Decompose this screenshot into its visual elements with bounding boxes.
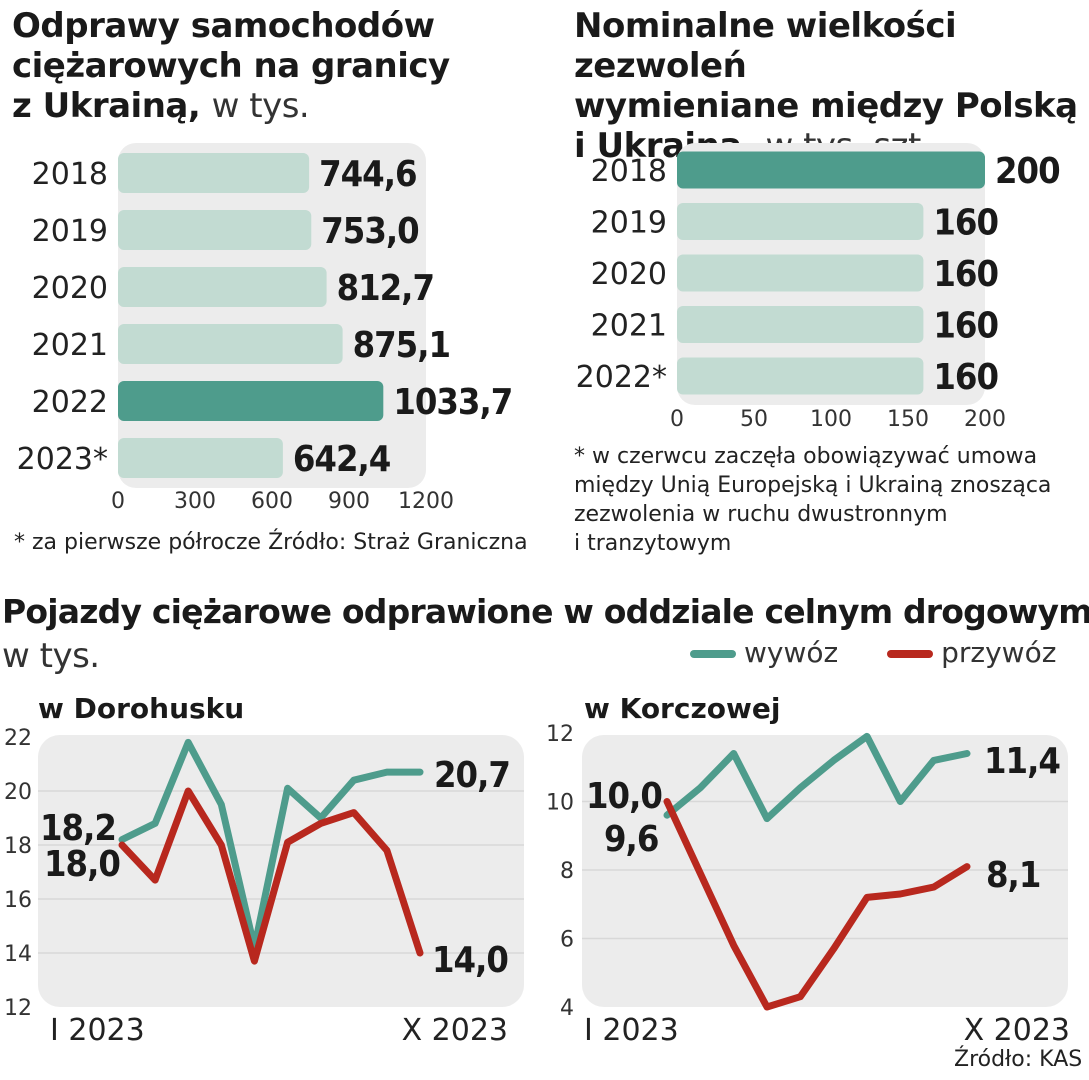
x-tick-label: 600 xyxy=(251,489,293,514)
y-tick-label: 22 xyxy=(4,726,32,751)
legend-wywoz: wywóz xyxy=(690,636,838,669)
bar-value-label: 160 xyxy=(933,254,998,295)
chart2-title-line2: wymieniane między Polską xyxy=(574,86,1078,126)
bar-value-label: 1033,7 xyxy=(393,382,512,423)
bar-value-label: 744,6 xyxy=(319,154,416,195)
bar-value-label: 753,0 xyxy=(321,211,418,252)
bar-category-label: 2021 xyxy=(591,309,667,344)
bar-value-label: 812,7 xyxy=(337,268,434,309)
bar-category-label: 2023* xyxy=(17,442,108,477)
bar-value-label: 642,4 xyxy=(293,439,391,480)
przywoz-line xyxy=(663,798,971,1011)
bar-value-label: 200 xyxy=(995,151,1060,192)
bar-2022* xyxy=(677,357,924,395)
bar-category-label: 2020 xyxy=(591,257,667,292)
line-chart-korczowa: 4 6 8 10 12 w Korczowej I 2023 X 2023 10,09,6 11,… xyxy=(546,692,1070,1048)
chart1-title: Odprawy samochodów ciężarowych na granic… xyxy=(12,6,482,126)
y-tick-label: 14 xyxy=(4,942,32,967)
chart2-footnote-line4: i tranzytowym xyxy=(574,531,732,556)
bottom-source: Źródło: KAS xyxy=(954,1047,1083,1072)
chart1-unit: w tys. xyxy=(211,86,310,126)
y-tick-label: 20 xyxy=(4,780,32,805)
chart1-footnote: * za pierwsze półrocze Źródło: Straż Gra… xyxy=(14,530,528,555)
bar-value-label: 875,1 xyxy=(353,325,450,366)
value-label-przywoz_end: 14,0 xyxy=(432,940,508,981)
bar-category-label: 2022 xyxy=(32,385,108,420)
value-label-wywoz_start: 18,2 xyxy=(40,808,116,849)
bar-2022 xyxy=(118,381,384,421)
y-tick-label: 16 xyxy=(4,888,32,913)
bar-2018 xyxy=(118,153,310,193)
legend-wywoz-swatch xyxy=(690,650,736,658)
bar-category-label: 2019 xyxy=(32,214,108,249)
x-tick-label: 200 xyxy=(964,407,1006,432)
bar-category-label: 2022* xyxy=(576,360,667,395)
legend: wywóz przywóz xyxy=(690,636,1056,669)
bar-value-label: 160 xyxy=(933,357,998,398)
bar-2020 xyxy=(118,267,327,307)
y-tick-label: 6 xyxy=(560,928,574,953)
bar-2018 xyxy=(677,151,985,189)
value-label-wywoz_end: 11,4 xyxy=(984,741,1060,782)
bar-value-label: 160 xyxy=(933,306,998,347)
x-tick-label: 0 xyxy=(670,407,684,432)
y-tick-label: 4 xyxy=(560,996,574,1021)
x-tick-label: 1200 xyxy=(398,489,454,514)
y-tick-label: 10 xyxy=(546,791,574,816)
x-tick-label: 150 xyxy=(887,407,929,432)
y-tick-label: 12 xyxy=(4,996,32,1021)
bar-2019 xyxy=(677,203,924,240)
x-axis-start-label: I 2023 xyxy=(584,1013,679,1048)
x-tick-label: 50 xyxy=(740,407,768,432)
bar-2021 xyxy=(677,306,924,343)
chart1-title-line1: Odprawy samochodów xyxy=(12,6,435,46)
chart1-title-line3: z Ukrainą, w tys. xyxy=(12,86,310,126)
x-tick-label: 300 xyxy=(174,489,216,514)
legend-przywoz-swatch xyxy=(887,650,934,658)
x-axis-start-label: I 2023 xyxy=(50,1013,145,1048)
chart2-footnote-line3: zezwolenia w ruchu dwustronnym xyxy=(574,502,948,527)
wywoz-line xyxy=(663,732,971,823)
value-label-przywoz_start: 10,0 xyxy=(586,776,662,817)
chart2-footnote-line2: między Unią Europejską i Ukrainą znosząc… xyxy=(574,473,1052,498)
y-tick-label: 18 xyxy=(4,834,32,859)
chart2-footnote-line1: * w czerwcu zaczęła obowiązywać umowa xyxy=(574,444,1038,469)
chart1-title-line2: ciężarowych na granicy xyxy=(12,46,450,86)
chart2-footnote: * w czerwcu zaczęła obowiązywać umowa mi… xyxy=(574,442,1051,558)
x-tick-label: 0 xyxy=(111,489,125,514)
value-label-wywoz_end: 20,7 xyxy=(434,755,510,796)
x-tick-label: 900 xyxy=(328,489,370,514)
wywoz-line xyxy=(118,738,424,952)
bar-2019 xyxy=(118,210,312,250)
y-tick-label: 8 xyxy=(560,859,574,884)
bar-2020 xyxy=(677,254,924,292)
bottom-unit: w tys. xyxy=(2,636,100,676)
subchart-title: w Korczowej xyxy=(584,692,780,725)
x-axis-end-label: X 2023 xyxy=(402,1013,508,1048)
bar-category-label: 2020 xyxy=(32,271,108,306)
bar-category-label: 2018 xyxy=(591,154,667,189)
value-label-przywoz_start: 18,0 xyxy=(44,844,120,885)
x-tick-label: 100 xyxy=(810,407,852,432)
subchart-title: w Dorohusku xyxy=(38,692,244,725)
value-label-przywoz_end: 8,1 xyxy=(986,855,1040,896)
legend-przywoz: przywóz xyxy=(887,636,1056,669)
bar-2021 xyxy=(118,324,343,364)
przywoz-line xyxy=(118,787,424,965)
value-label-wywoz_start: 9,6 xyxy=(604,819,658,860)
bar-chart-zezwolenia: 2018 200 2019 160 2020 160 2021 160 2022* 160 0 50 1… xyxy=(576,143,1061,432)
bar-category-label: 2019 xyxy=(591,206,667,241)
bar-2023* xyxy=(118,438,283,478)
bar-value-label: 160 xyxy=(933,203,998,244)
bar-category-label: 2021 xyxy=(32,328,108,363)
bar-category-label: 2018 xyxy=(32,157,108,192)
x-axis-end-label: X 2023 xyxy=(964,1013,1070,1048)
chart2-title-line1: Nominalne wielkości zezwoleń xyxy=(574,6,957,86)
y-tick-label: 12 xyxy=(546,722,574,747)
bar-chart-odprawy: 2018 744,6 2019 753,0 2020 812,7 2021 875,1 2022… xyxy=(17,143,513,514)
bottom-title: Pojazdy ciężarowe odprawione w oddziale … xyxy=(2,592,1089,631)
